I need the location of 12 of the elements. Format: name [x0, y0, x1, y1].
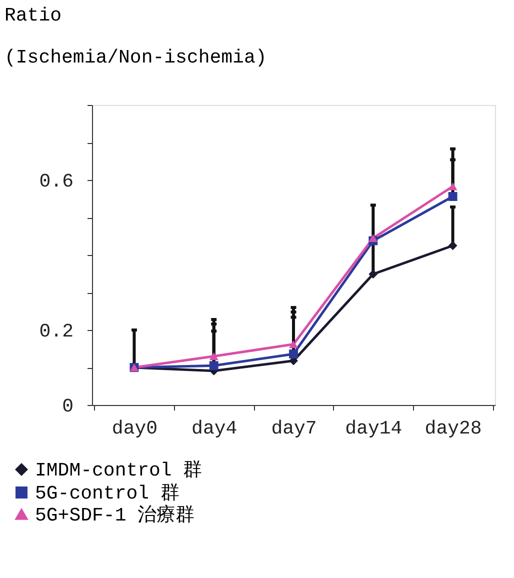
- y-axis-title: Ratio (Ischemia/Non-ischemia): [4, 4, 267, 68]
- legend-label: 5G-control 群: [35, 482, 180, 504]
- y-tick-label: 0.2: [39, 320, 74, 342]
- y-tick-label: 0: [62, 396, 74, 418]
- x-tick-label: day0: [112, 418, 158, 440]
- y-tick-label: 0.6: [39, 170, 74, 192]
- x-tick-label: day4: [192, 418, 238, 440]
- x-tick-label: day14: [345, 418, 402, 440]
- legend-label: IMDM-control 群: [35, 460, 202, 482]
- x-tick-label: day28: [424, 418, 482, 440]
- legend-label: 5G+SDF-1 治療群: [35, 504, 195, 526]
- x-tick-label: day7: [271, 418, 317, 440]
